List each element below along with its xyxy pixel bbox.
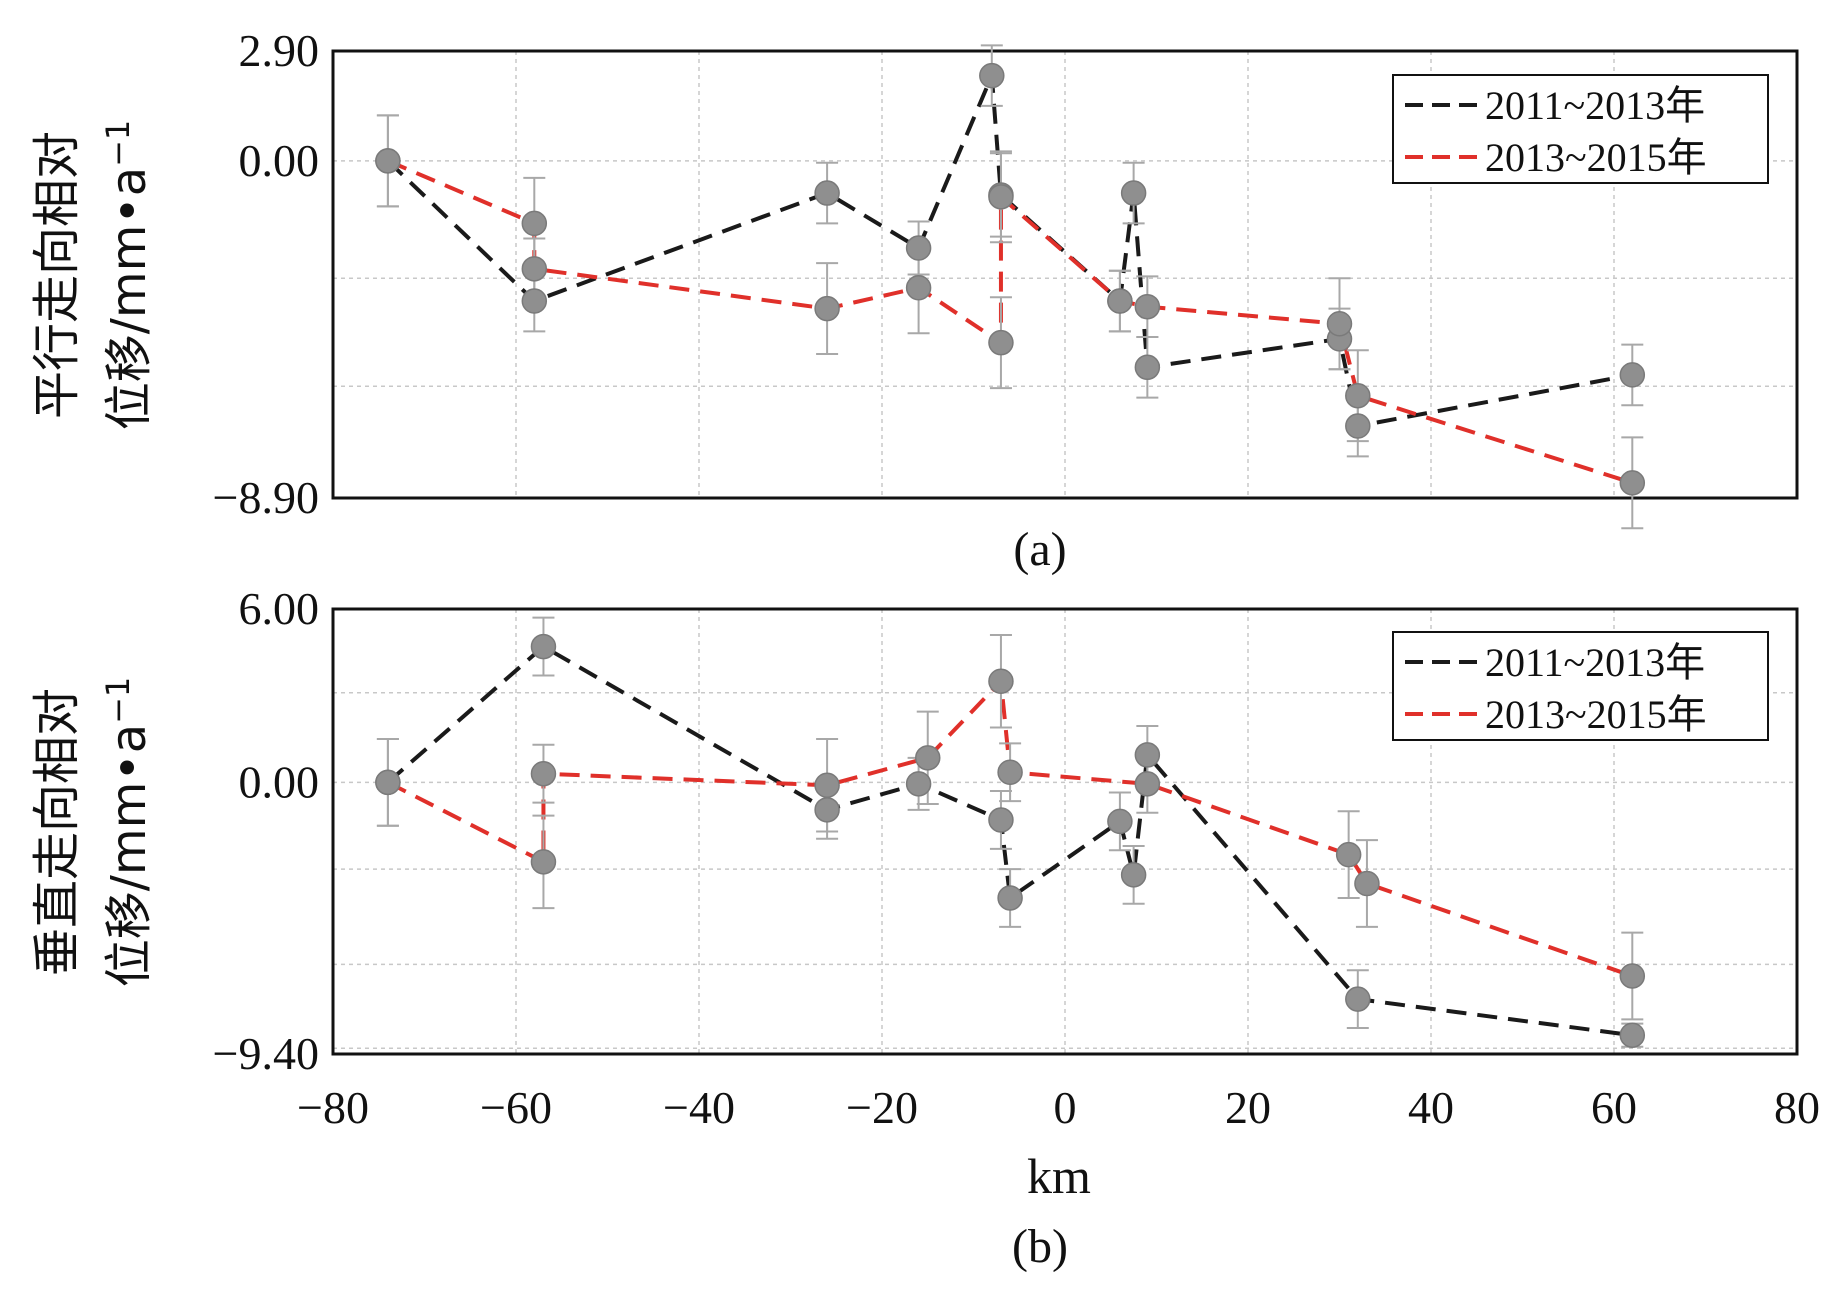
x-tick-label: −40 [663, 1082, 735, 1133]
data-point-series-2 [814, 772, 840, 799]
x-tick-label: 80 [1774, 1082, 1820, 1133]
data-point-series-1 [1120, 862, 1147, 888]
y-axis-title: 平行走向相对 位移/mm•a−1 [29, 120, 157, 431]
legend-box [1392, 74, 1769, 184]
data-point-series-1 [1619, 1022, 1646, 1048]
y-axis-title-line2: 位移/mm•a−1 [99, 120, 157, 431]
x-tick-label: −80 [297, 1082, 369, 1133]
data-point-series-1 [530, 633, 557, 660]
y-tick-label: 0.00 [239, 756, 320, 807]
legend-label-2: 2013~2015年 [1485, 692, 1707, 737]
data-point-series-2 [1335, 841, 1362, 868]
data-point-series-1 [1107, 808, 1133, 835]
data-point-series-2 [375, 769, 401, 796]
y-axis-title-exponent: −1 [99, 677, 137, 724]
plot-frame [331, 607, 1799, 1056]
plot-frame [331, 49, 1799, 500]
data-point-series-2 [988, 329, 1014, 356]
x-axis-label: km [1027, 1148, 1091, 1204]
y-tick-label: 2.90 [239, 25, 320, 76]
data-point-series-2 [997, 759, 1023, 786]
y-tick-label: −8.90 [213, 472, 319, 523]
data-point-series-1 [988, 807, 1014, 833]
data-point-series-2 [915, 745, 941, 771]
data-point-series-1 [1619, 362, 1646, 388]
legend-label-1: 2011~2013年 [1485, 83, 1705, 128]
data-point-series-1 [1120, 180, 1147, 206]
data-point-series-2 [1345, 382, 1371, 409]
series-line-1 [386, 644, 1633, 1038]
panel-b: 6.00 0.00 −9.40−80 −60 −40 −20 0 20 40 60 80 km 垂直走向… [29, 583, 1820, 1273]
data-point-series-2 [1326, 310, 1353, 337]
data-point-series-2 [530, 760, 557, 787]
data-point-series-2 [905, 275, 932, 301]
y-tick-label: 6.00 [239, 583, 320, 634]
x-tick-label: 60 [1591, 1082, 1637, 1133]
series-line-2 [387, 159, 1633, 485]
data-point-series-1 [1345, 413, 1371, 439]
data-point-series-2 [1619, 963, 1646, 989]
data-point-series-2 [521, 256, 548, 282]
y-axis-title: 垂直走向相对 位移/mm•a−1 [29, 677, 157, 988]
data-point-series-1 [814, 180, 840, 206]
y-tick-label: 0.00 [239, 135, 320, 186]
y-axis-title-line1: 垂直走向相对 [29, 688, 85, 976]
x-tick-label: −60 [480, 1082, 552, 1133]
data-point-series-1 [1134, 742, 1161, 768]
data-point-series-2 [1354, 870, 1380, 897]
data-point-series-1 [814, 797, 840, 823]
data-point-series-2 [521, 210, 548, 237]
data-point-series-2 [1619, 470, 1646, 496]
panel-caption: (a) [1013, 523, 1066, 576]
x-tick-label: 0 [1054, 1082, 1077, 1133]
legend-label-1: 2011~2013年 [1485, 640, 1705, 685]
data-point-series-1 [905, 235, 932, 261]
data-point-series-1 [1345, 986, 1371, 1012]
y-axis-title-exponent: −1 [99, 120, 137, 167]
y-axis-title-line2: 位移/mm•a−1 [99, 677, 157, 988]
data-point-series-2 [1134, 293, 1161, 320]
legend: 2011~2013年 2013~2015年 [1392, 631, 1769, 741]
legend-label-2: 2013~2015年 [1485, 135, 1707, 180]
legend-box [1392, 631, 1769, 741]
data-point-series-1 [905, 771, 932, 797]
data-point-series-2 [375, 148, 401, 174]
data-point-series-2 [988, 668, 1014, 694]
data-point-series-1 [521, 288, 548, 314]
x-tick-label: 20 [1225, 1082, 1271, 1133]
data-point-series-2 [1134, 771, 1161, 797]
x-tick-label: 40 [1408, 1082, 1454, 1133]
data-point-series-2 [988, 184, 1014, 210]
data-point-series-1 [997, 885, 1023, 911]
data-point-series-2 [530, 849, 557, 875]
x-tick-label: −20 [846, 1082, 918, 1133]
y-axis-title-unit: 位移/mm•a [101, 724, 157, 987]
data-point-series-1 [1134, 354, 1161, 381]
y-axis-title-line1: 平行走向相对 [29, 131, 85, 419]
y-axis-title-unit: 位移/mm•a [101, 167, 157, 430]
data-point-series-2 [814, 295, 840, 322]
y-tick-label: −9.40 [213, 1028, 319, 1079]
panel-caption: (b) [1012, 1220, 1068, 1273]
data-point-series-2 [1107, 288, 1133, 314]
data-point-series-1 [979, 62, 1005, 89]
legend: 2011~2013年 2013~2015年 [1392, 74, 1769, 184]
